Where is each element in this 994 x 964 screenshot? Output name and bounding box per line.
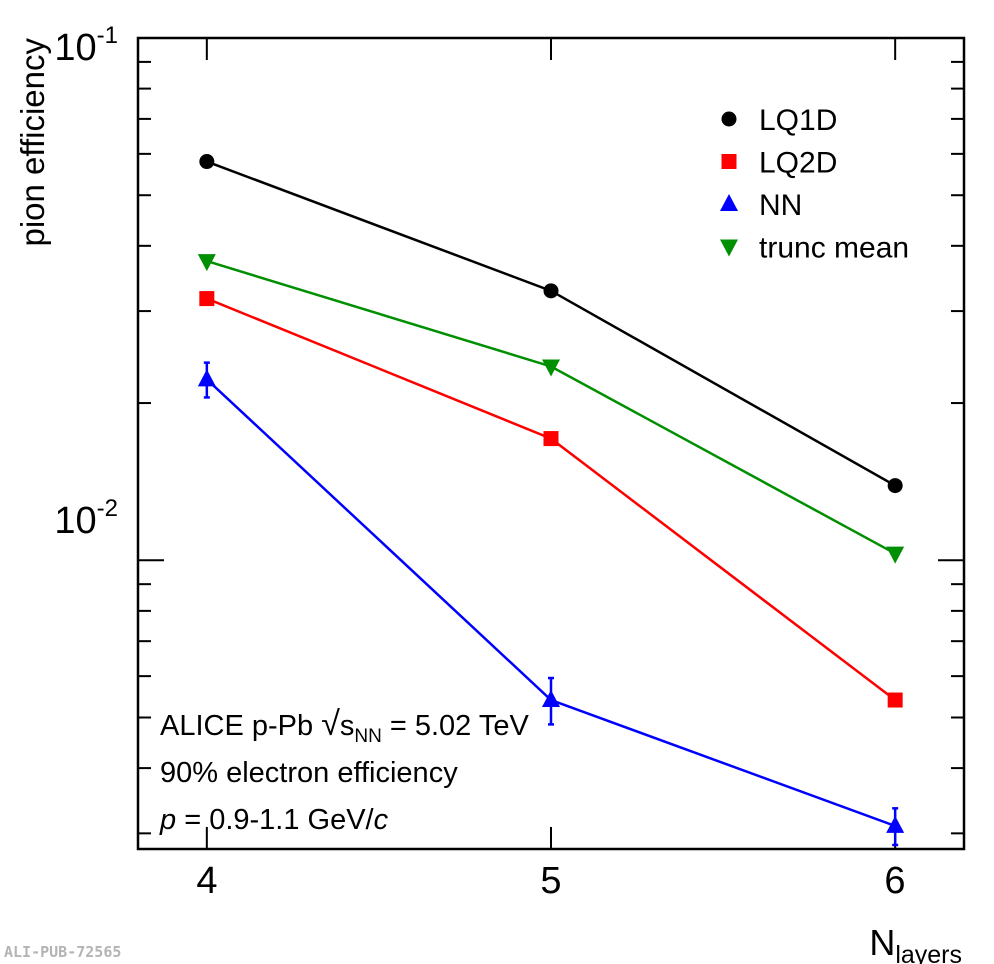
- series-layer: [197, 154, 905, 847]
- x-tick-label-0: 4: [196, 860, 217, 902]
- legend-marker-trunc-mean: [720, 239, 738, 257]
- data-point-lq2d-2: [887, 692, 903, 708]
- data-point-nn-1: [542, 690, 560, 708]
- data-point-nn-2: [886, 815, 905, 833]
- data-point-lq1d-0: [199, 154, 215, 170]
- annotation-collision: ALICE p-Pb √sNN = 5.02 TeV: [160, 705, 529, 747]
- data-point-lq2d-1: [543, 431, 559, 447]
- y-axis-title: pion efficiency: [14, 38, 51, 247]
- y-tick-label-1: 10-2: [54, 495, 118, 542]
- series-line-trunc-mean: [206, 259, 896, 555]
- annotation-electron-efficiency: 90% electron efficiency: [160, 757, 458, 789]
- data-point-lq2d-0: [199, 291, 215, 307]
- legend-label-nn: NN: [759, 189, 802, 222]
- data-point-trunc-mean-1: [542, 359, 560, 377]
- series-line-lq2d: [206, 297, 896, 702]
- legend-label-lq1d: LQ1D: [759, 104, 837, 137]
- watermark: ALI-PUB-72565: [4, 943, 121, 961]
- x-axis-title: Nlayers: [869, 922, 962, 964]
- data-point-trunc-mean-2: [886, 546, 905, 564]
- legend-marker-lq1d: [721, 111, 737, 127]
- legend-marker-nn: [720, 194, 738, 211]
- data-point-lq1d-2: [887, 478, 903, 494]
- data-point-nn-0: [197, 369, 216, 387]
- axis-ticks: [138, 37, 964, 849]
- x-tick-label-2: 6: [884, 860, 905, 902]
- legend-label-trunc-mean: trunc mean: [759, 232, 909, 265]
- legend: LQ1D LQ2D NN trunc mean: [720, 104, 909, 265]
- y-tick-label-0: 10-1: [54, 22, 118, 69]
- data-point-trunc-mean-0: [197, 254, 216, 272]
- series-nn: [197, 361, 905, 847]
- legend-label-lq2d: LQ2D: [759, 147, 837, 180]
- series-trunc-mean: [197, 254, 905, 564]
- legend-marker-lq2d: [721, 154, 737, 169]
- data-point-lq1d-1: [543, 283, 559, 299]
- x-tick-label-1: 5: [540, 860, 561, 902]
- annotation-momentum: p = 0.9-1.1 GeV/c: [159, 804, 389, 836]
- series-lq2d: [199, 291, 903, 708]
- series-lq1d: [199, 154, 903, 494]
